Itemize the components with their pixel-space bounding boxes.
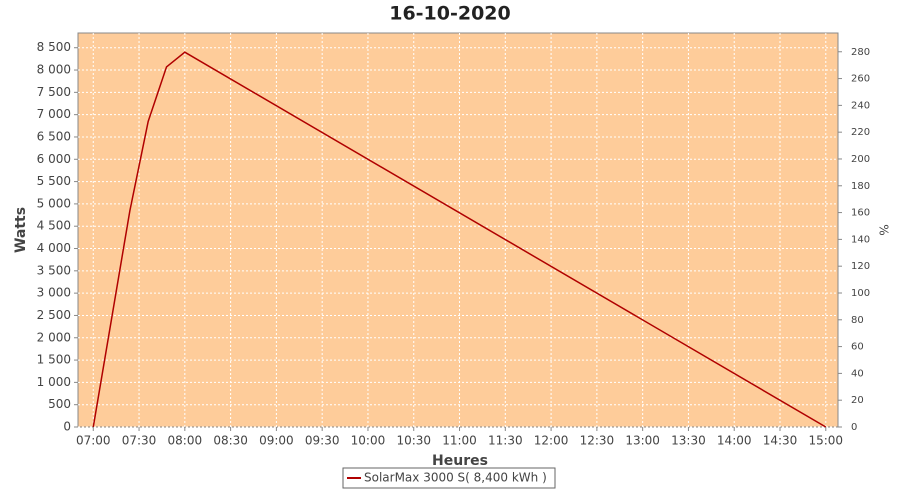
y-tick-label: 5 500 (37, 174, 71, 188)
y-tick-label: 2 000 (37, 330, 71, 344)
x-tick-label: 13:30 (671, 434, 706, 448)
y2-tick-label: 100 (851, 288, 870, 299)
x-axis-label: Heures (432, 453, 488, 469)
y2-axis-label: % (877, 224, 891, 235)
y2-tick-label: 80 (851, 315, 864, 326)
y-tick-label: 1 000 (37, 375, 71, 389)
y-tick-label: 7 500 (37, 85, 71, 99)
x-tick-label: 14:00 (717, 434, 752, 448)
y-tick-label: 8 500 (37, 40, 71, 54)
x-tick-label: 11:00 (442, 434, 477, 448)
y2-tick-label: 20 (851, 395, 864, 406)
y-tick-label: 4 500 (37, 219, 71, 233)
x-tick-label: 08:00 (168, 434, 203, 448)
y-tick-label: 6 000 (37, 152, 71, 166)
y2-tick-label: 280 (851, 47, 870, 58)
y2-tick-label: 0 (851, 422, 857, 433)
x-tick-label: 10:00 (351, 434, 386, 448)
legend-label: SolarMax 3000 S( 8,400 kWh ) (364, 471, 547, 485)
y-tick-label: 0 (63, 420, 71, 434)
y2-tick-label: 220 (851, 127, 870, 138)
y-tick-label: 8 000 (37, 63, 71, 77)
y-tick-label: 7 000 (37, 107, 71, 121)
y2-tick-label: 120 (851, 261, 870, 272)
y-tick-label: 4 000 (37, 241, 71, 255)
y-axis-label: Watts (13, 207, 29, 253)
series-line (92, 51, 827, 428)
legend-box (342, 467, 556, 489)
x-tick-label: 14:30 (763, 434, 798, 448)
y-tick-label: 5 000 (37, 196, 71, 210)
chart-title: 16-10-2020 (389, 3, 511, 25)
x-tick-label: 12:30 (580, 434, 615, 448)
y-tick-label: 500 (48, 397, 71, 411)
y-tick-label: 2 500 (37, 308, 71, 322)
x-tick-label: 11:30 (488, 434, 523, 448)
x-tick-label: 07:00 (76, 434, 111, 448)
y2-tick-label: 160 (851, 208, 870, 219)
y2-tick-label: 240 (851, 100, 870, 111)
x-tick-label: 10:30 (396, 434, 431, 448)
x-tick-label: 09:00 (259, 434, 294, 448)
y2-tick-label: 260 (851, 74, 870, 85)
y2-tick-label: 60 (851, 342, 864, 353)
y2-tick-label: 140 (851, 234, 870, 245)
y-tick-label: 3 500 (37, 263, 71, 277)
y2-tick-label: 40 (851, 368, 864, 379)
y2-tick-label: 200 (851, 154, 870, 165)
x-tick-label: 08:30 (213, 434, 248, 448)
y-tick-label: 1 500 (37, 353, 71, 367)
x-tick-label: 13:00 (625, 434, 660, 448)
plot-area (77, 32, 839, 428)
x-tick-label: 12:00 (534, 434, 569, 448)
x-tick-label: 09:30 (305, 434, 340, 448)
x-tick-label: 07:30 (122, 434, 157, 448)
x-tick-label: 15:00 (808, 434, 843, 448)
y2-tick-label: 180 (851, 181, 870, 192)
y-tick-label: 6 500 (37, 129, 71, 143)
y-tick-label: 3 000 (37, 286, 71, 300)
